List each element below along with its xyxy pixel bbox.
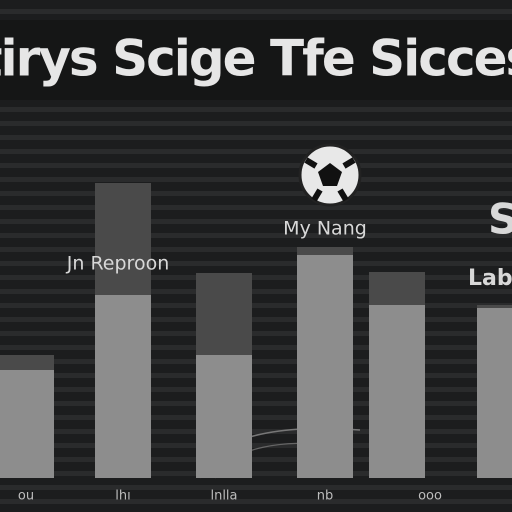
x-tick-label: nb [317,489,334,504]
annotation: Jn Reproon [66,253,169,275]
x-tick-label: ooo [418,489,442,504]
bar-segment [0,370,54,478]
bar-segment [477,308,512,478]
bar-segment [196,273,252,355]
annotation: S [488,195,512,244]
bar-segment [369,272,425,305]
bar-segment [369,305,425,478]
bar-segment [297,255,353,478]
bar-segment [95,295,151,478]
bar-segment [95,183,151,295]
x-tick-label: ou [18,489,34,504]
bar-segment [196,355,252,478]
chart-title: ctirys Scige Tfe Siccess [0,30,512,88]
bar-segment [477,305,512,308]
bar-segment [297,247,353,255]
soccer-ball [298,143,362,207]
x-tick-label: lnlla [210,489,237,504]
annotation: Lab [468,266,512,291]
annotation: My Nang [283,218,367,240]
bar-segment [0,355,54,370]
x-tick-label: lhı [115,489,130,504]
title-band [0,20,512,100]
